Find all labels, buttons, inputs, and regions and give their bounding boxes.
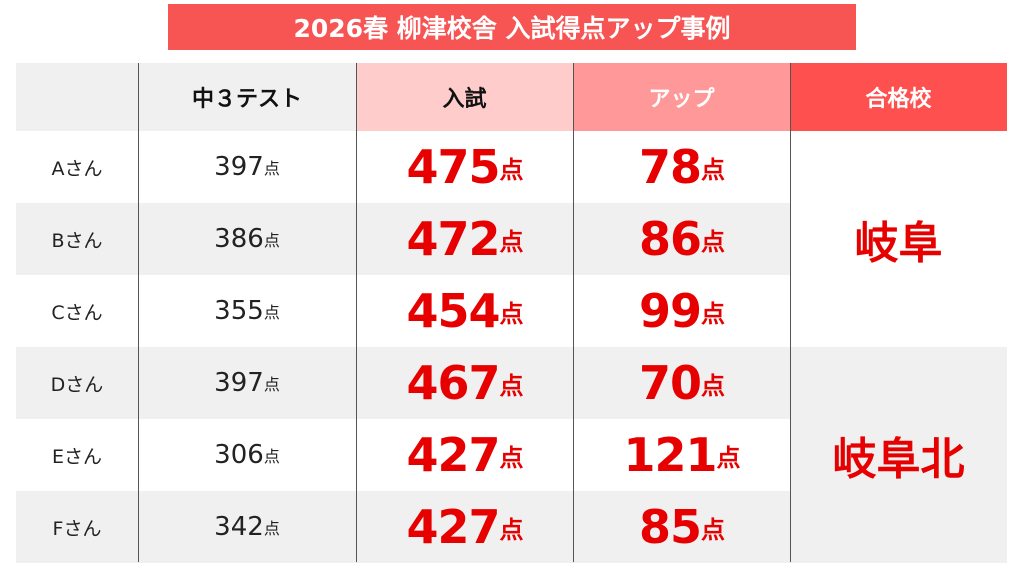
value: Dさん	[50, 373, 104, 396]
column-divider	[356, 63, 357, 562]
passed-school: 岐阜北	[790, 347, 1007, 563]
student-name: Fさん	[16, 491, 138, 563]
value: 78	[638, 140, 702, 194]
unit-label: 点	[499, 227, 524, 256]
unit-label: 点	[263, 447, 280, 466]
unit-label: 点	[701, 371, 725, 400]
unit-label: 点	[701, 227, 725, 256]
unit-label: 点	[499, 155, 524, 184]
header-blank	[16, 63, 138, 131]
table-row	[16, 419, 790, 491]
test-score: 355 点	[138, 275, 356, 347]
header-up: アップ	[573, 63, 790, 131]
test-score: 306 点	[138, 419, 356, 491]
header-school: 合格校	[790, 63, 1007, 131]
value: 306	[214, 440, 264, 470]
score-up: 99 点	[573, 275, 790, 347]
exam-score: 427 点	[356, 419, 573, 491]
column-divider	[573, 63, 574, 562]
header-test: 中３テスト	[138, 63, 356, 131]
exam-score: 475 点	[356, 131, 573, 203]
exam-score: 467 点	[356, 347, 573, 419]
value: 342	[214, 512, 264, 542]
unit-label: 点	[263, 159, 280, 178]
student-name: Dさん	[16, 347, 138, 419]
score-up: 121 点	[573, 419, 790, 491]
table-row	[16, 203, 790, 275]
value: 454	[406, 284, 500, 338]
page-title: 2026春 柳津校舎 入試得点アップ事例	[168, 4, 856, 50]
value: Cさん	[51, 301, 103, 324]
unit-label: 点	[716, 443, 741, 472]
value: 427	[406, 428, 500, 482]
score-up: 78 点	[573, 131, 790, 203]
unit-label: 点	[499, 443, 524, 472]
test-score: 397 点	[138, 131, 356, 203]
student-name: Cさん	[16, 275, 138, 347]
value: Eさん	[51, 445, 102, 468]
header-exam: 入試	[356, 63, 573, 131]
student-name: Aさん	[16, 131, 138, 203]
score-up: 85 点	[573, 491, 790, 563]
unit-label: 点	[701, 155, 725, 184]
score-up: 86 点	[573, 203, 790, 275]
unit-label: 点	[701, 299, 725, 328]
unit-label: 点	[263, 231, 280, 250]
table-row	[16, 131, 790, 203]
value: 397	[214, 368, 264, 398]
value: 472	[406, 212, 500, 266]
value: 99	[638, 284, 702, 338]
value: Bさん	[51, 229, 103, 252]
table-row	[16, 347, 790, 419]
value: 86	[638, 212, 702, 266]
unit-label: 点	[263, 519, 280, 538]
unit-label: 点	[701, 515, 725, 544]
column-divider	[138, 63, 139, 562]
unit-label: 点	[263, 303, 280, 322]
score-up: 70 点	[573, 347, 790, 419]
value: Aさん	[51, 157, 103, 180]
column-divider	[790, 63, 791, 562]
exam-score: 427 点	[356, 491, 573, 563]
value: Fさん	[52, 517, 102, 540]
exam-score: 472 点	[356, 203, 573, 275]
test-score: 386 点	[138, 203, 356, 275]
value: 467	[406, 356, 500, 410]
value: 70	[638, 356, 702, 410]
test-score: 342 点	[138, 491, 356, 563]
table-row	[16, 491, 790, 563]
passed-school: 岐阜	[790, 131, 1007, 347]
unit-label: 点	[499, 299, 524, 328]
student-name: Bさん	[16, 203, 138, 275]
value: 355	[214, 296, 264, 326]
student-name: Eさん	[16, 419, 138, 491]
value: 427	[406, 500, 500, 554]
unit-label: 点	[263, 375, 280, 394]
unit-label: 点	[499, 371, 524, 400]
value: 85	[638, 500, 702, 554]
test-score: 397 点	[138, 347, 356, 419]
value: 121	[623, 428, 717, 482]
value: 386	[214, 224, 264, 254]
value: 397	[214, 152, 264, 182]
exam-score: 454 点	[356, 275, 573, 347]
unit-label: 点	[499, 515, 524, 544]
value: 475	[406, 140, 500, 194]
table-row	[16, 275, 790, 347]
